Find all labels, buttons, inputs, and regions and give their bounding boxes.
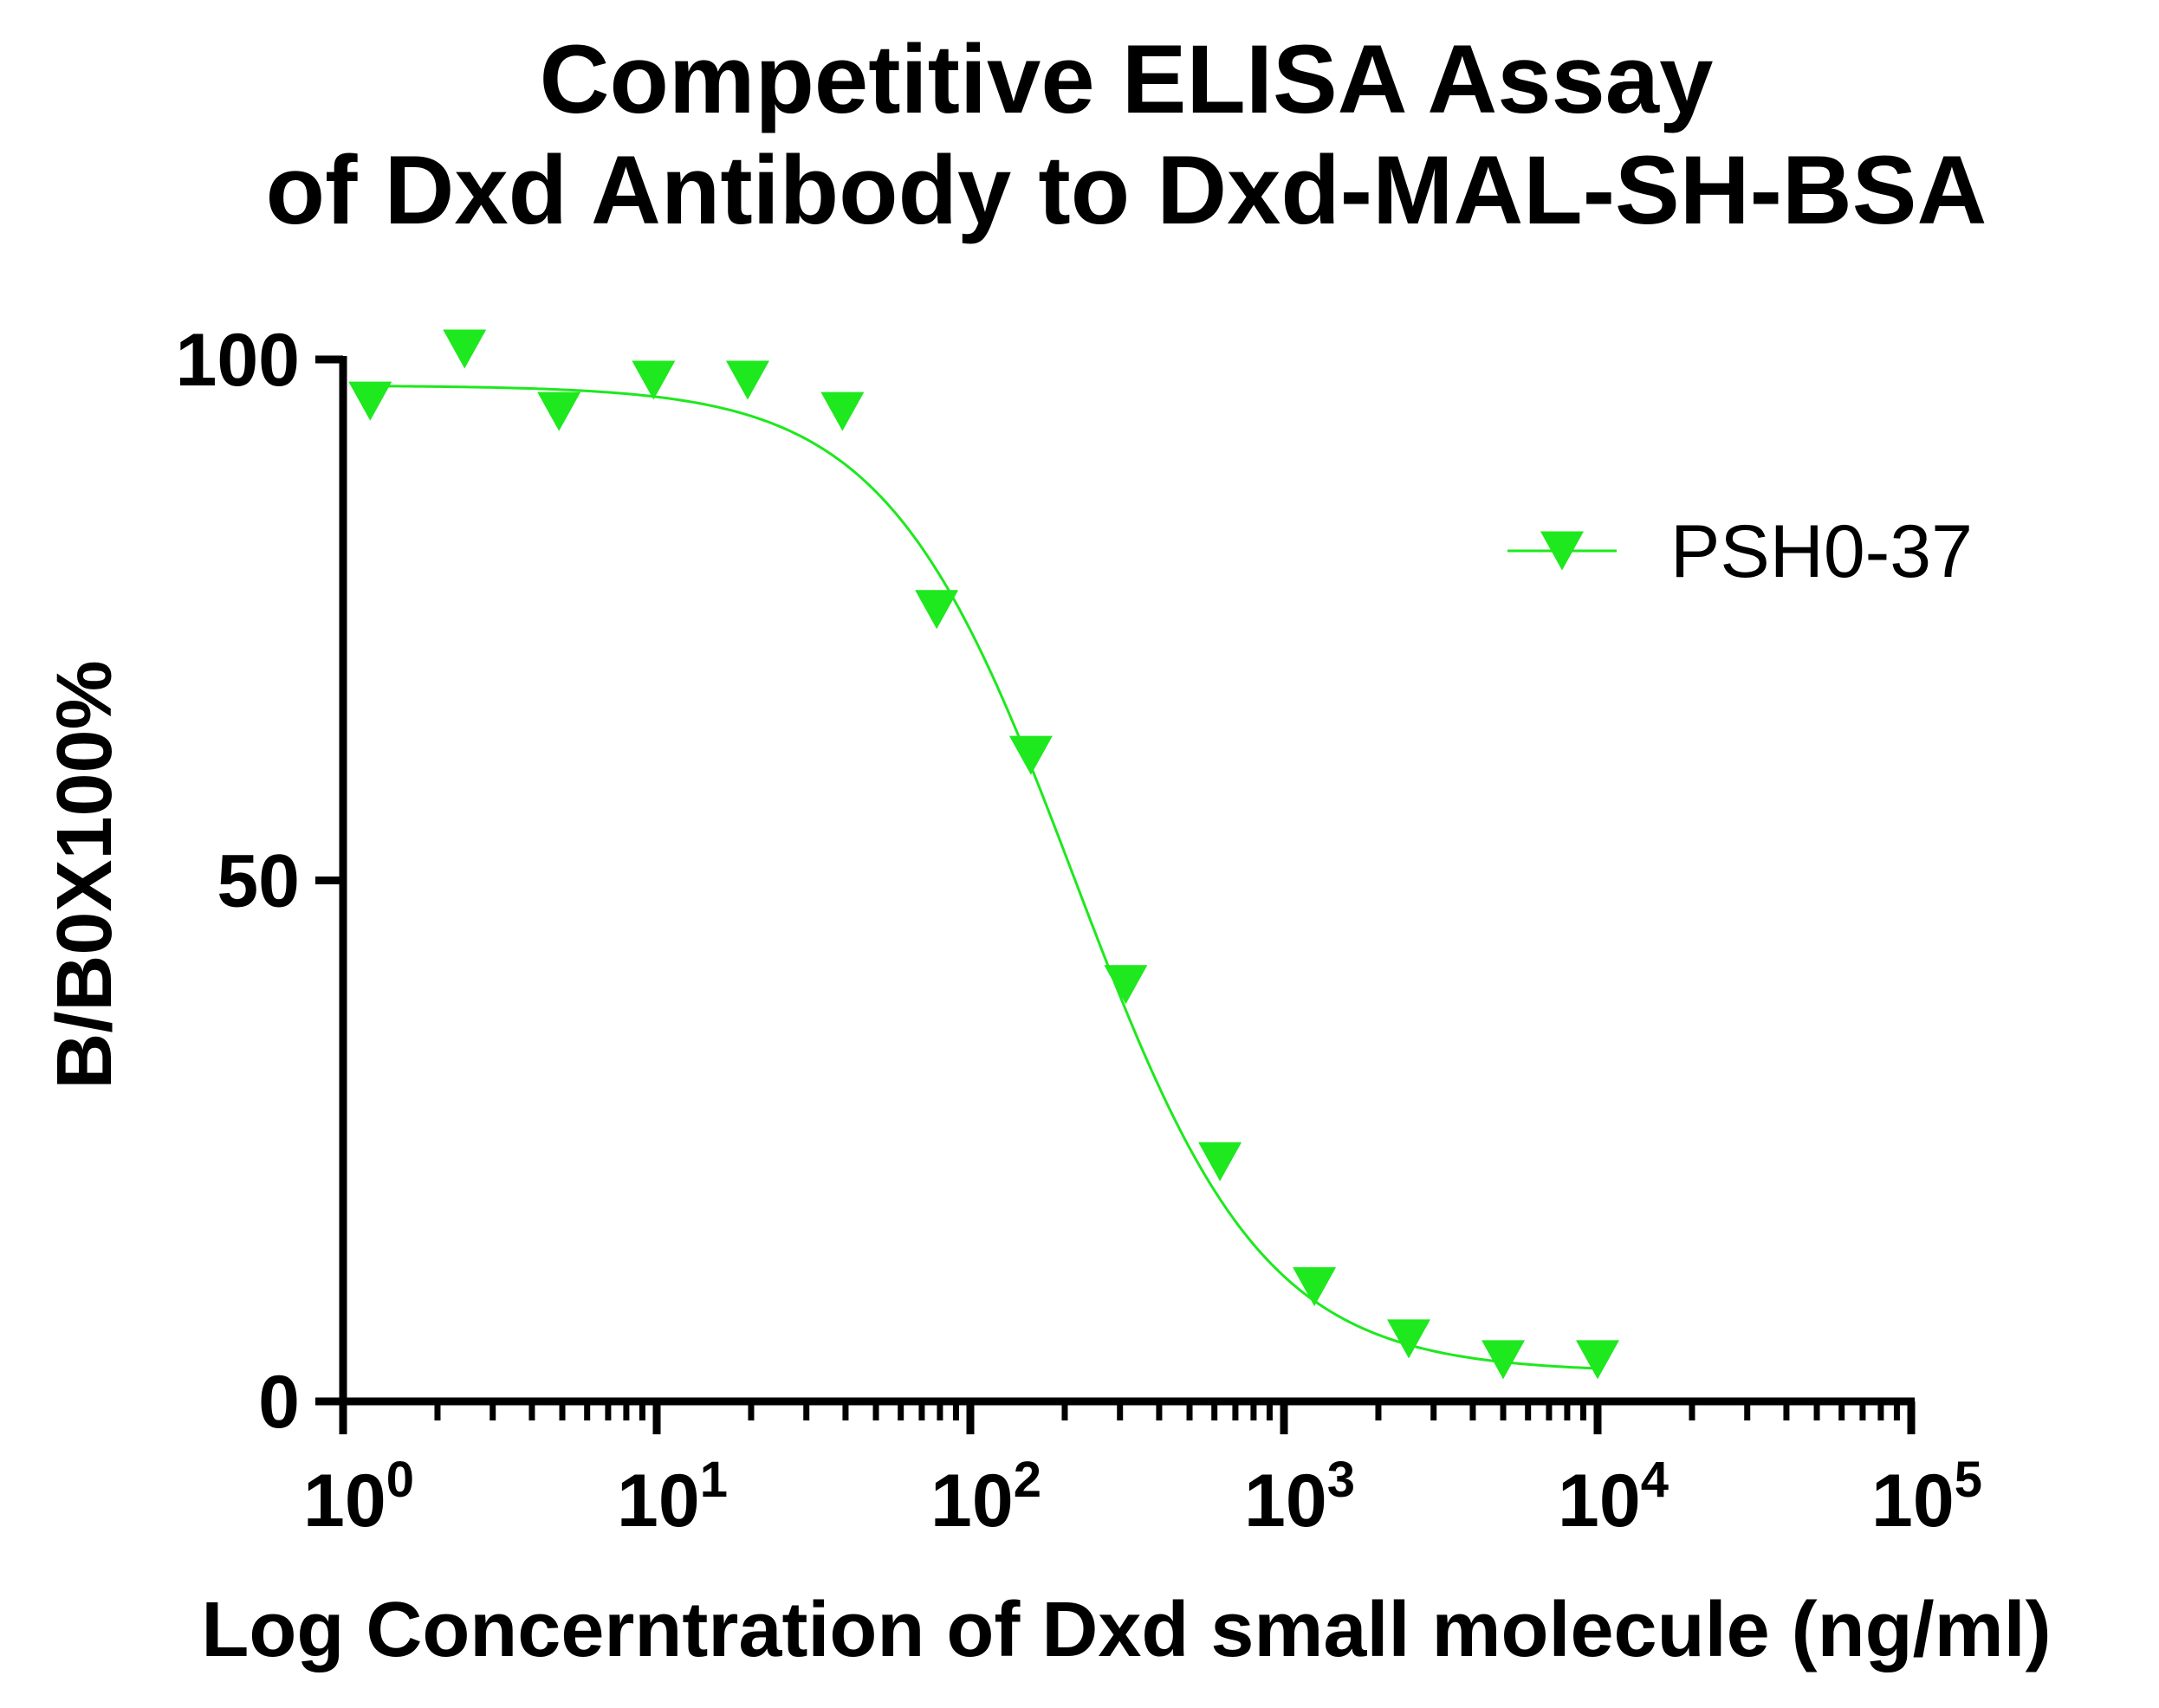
x-tick-label: 101 [617,1452,728,1543]
legend-marker [1540,531,1584,571]
data-point [1481,1340,1526,1380]
axes: 0 50 100 100 101 102 103 104 105 [176,319,1982,1543]
data-point [348,381,392,421]
data-point [1198,1142,1242,1181]
data-points [348,329,1619,1380]
y-tick-label: 100 [176,319,301,402]
data-point [1293,1267,1337,1307]
data-point [915,590,959,630]
fit-curve-0 [370,385,1598,1370]
data-point [1104,965,1148,1005]
data-point [820,391,865,431]
x-tick-label: 105 [1871,1452,1982,1543]
fit-curves [370,385,1598,1370]
data-point [725,360,769,400]
x-tick-label: 100 [303,1452,414,1543]
data-point [1008,735,1053,775]
x-tick-label: 103 [1244,1452,1355,1543]
x-tick-label: 104 [1558,1452,1669,1543]
data-point [537,391,581,431]
chart-title-line-1: Competitive ELISA Assay [540,25,1714,133]
data-point [632,360,676,400]
data-point [1387,1319,1431,1359]
y-tick-label: 0 [258,1361,300,1444]
legend: PSH0-37 [1507,510,1973,593]
y-tick-label: 50 [217,840,300,923]
data-point [443,329,487,369]
data-point [1576,1340,1619,1380]
y-axis-label: B/B0X100% [42,660,128,1089]
x-tick-label: 102 [930,1452,1041,1543]
x-axis-label: Log Concerntration of Dxd small molecule… [201,1587,2051,1673]
legend-label: PSH0-37 [1670,510,1973,593]
chart-title-line-2: of Dxd Antibody to Dxd-MAL-SH-BSA [266,136,1987,244]
